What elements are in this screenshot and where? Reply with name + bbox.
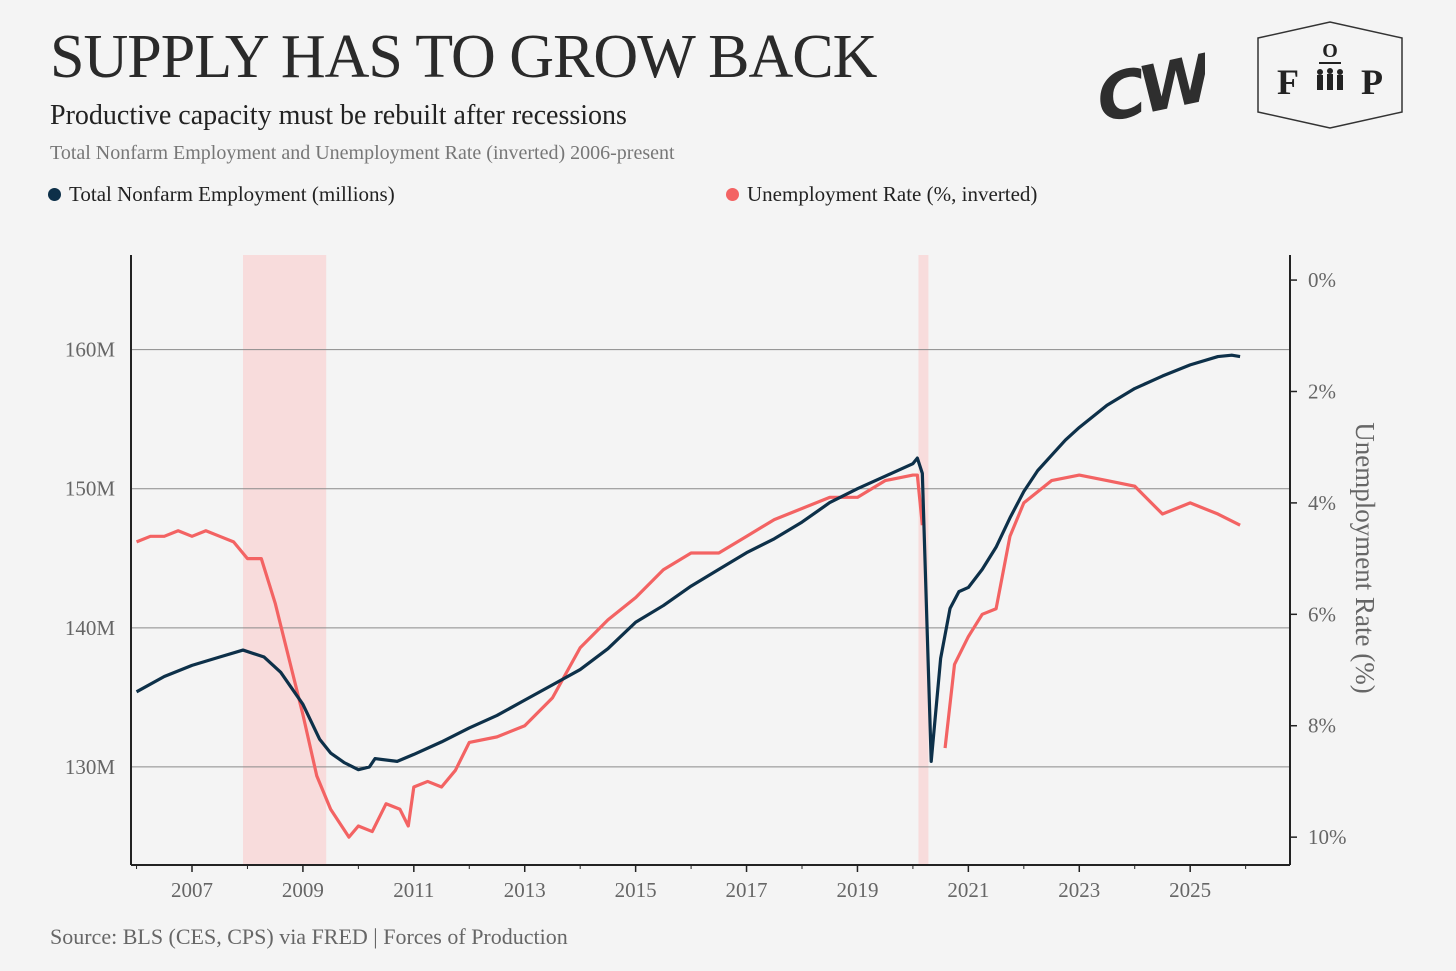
chart-subtitle: Productive capacity must be rebuilt afte… bbox=[50, 100, 627, 131]
x-tick-label: 2023 bbox=[1058, 878, 1100, 902]
source-note: Source: BLS (CES, CPS) via FRED | Forces… bbox=[50, 924, 568, 949]
fop-logo-p: P bbox=[1361, 62, 1383, 102]
left-tick-label: 150M bbox=[65, 477, 116, 501]
cw-logo-graphic: CW bbox=[1097, 38, 1211, 139]
left-tick-label: 160M bbox=[65, 338, 116, 362]
legend-marker-unemployment bbox=[726, 188, 739, 201]
x-tick-label: 2021 bbox=[947, 878, 989, 902]
right-tick-label: 4% bbox=[1308, 491, 1336, 515]
people-icon bbox=[1317, 68, 1343, 90]
right-tick-label: 8% bbox=[1308, 714, 1336, 738]
x-tick-label: 2007 bbox=[171, 878, 213, 902]
legend-label-unemployment: Unemployment Rate (%, inverted) bbox=[747, 182, 1038, 206]
legend-item-unemployment: Unemployment Rate (%, inverted) bbox=[726, 182, 1037, 207]
legend-label-employment: Total Nonfarm Employment (millions) bbox=[69, 182, 395, 206]
fop-logo: O F P bbox=[1256, 20, 1404, 137]
fop-logo-o: O bbox=[1322, 40, 1338, 62]
unemployment-line bbox=[943, 473, 1241, 749]
x-tick-label: 2019 bbox=[836, 878, 878, 902]
x-tick-label: 2017 bbox=[726, 878, 768, 902]
cw-logo: CW bbox=[1095, 38, 1211, 139]
x-tick-label: 2009 bbox=[282, 878, 324, 902]
fop-logo-f: F bbox=[1277, 62, 1299, 102]
x-tick-label: 2015 bbox=[615, 878, 657, 902]
x-tick-label: 2013 bbox=[504, 878, 546, 902]
legend-item-employment: Total Nonfarm Employment (millions) bbox=[48, 182, 395, 207]
right-tick-label: 6% bbox=[1308, 602, 1336, 626]
chart-title: SUPPLY HAS TO GROW BACK bbox=[50, 23, 877, 91]
right-tick-label: 10% bbox=[1308, 825, 1347, 849]
right-tick-label: 0% bbox=[1308, 268, 1336, 292]
fop-logo-graphic: O F P bbox=[1257, 21, 1403, 129]
unemployment-line bbox=[135, 473, 924, 839]
right-tick-label: 2% bbox=[1308, 379, 1336, 403]
employment-line bbox=[135, 353, 1241, 772]
x-tick-label: 2011 bbox=[393, 878, 434, 902]
x-tick-label: 2025 bbox=[1169, 878, 1211, 902]
left-tick-label: 130M bbox=[65, 755, 116, 779]
chart-description: Total Nonfarm Employment and Unemploymen… bbox=[50, 142, 675, 164]
right-axis-title: Unemployment Rate (%) bbox=[1350, 422, 1380, 693]
left-tick-label: 140M bbox=[65, 616, 116, 640]
legend-marker-employment bbox=[48, 188, 61, 201]
